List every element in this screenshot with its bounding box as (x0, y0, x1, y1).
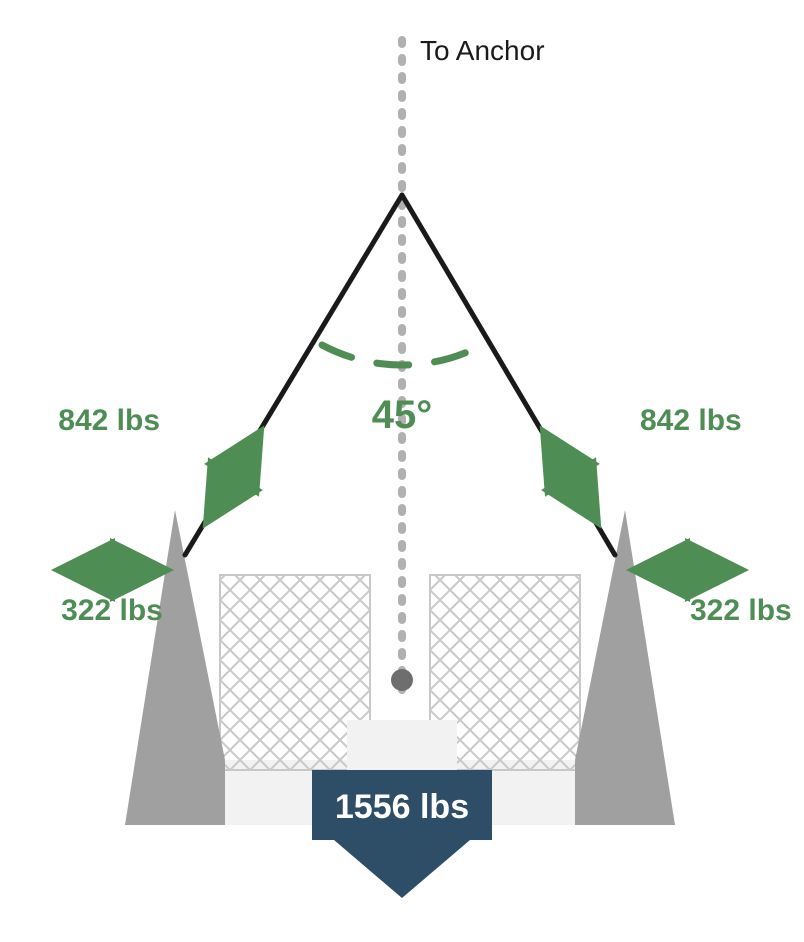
total-force-label: 1556 lbs (335, 788, 469, 826)
sling-force-arrow-right (552, 446, 589, 508)
center-dot (391, 669, 413, 691)
angle-label: 45° (372, 393, 433, 437)
horiz-right-label: 322 lbs (690, 594, 792, 627)
horiz-left-label: 322 lbs (61, 594, 163, 627)
sling-right-label: 842 lbs (640, 404, 742, 437)
sling-left-label: 842 lbs (58, 404, 160, 437)
sling-force-arrow-left (215, 446, 252, 508)
force-diagram: To Anchor 45° 842 lbs 842 lbs 322 lbs 32… (0, 0, 804, 942)
anchor-label: To Anchor (420, 35, 545, 66)
